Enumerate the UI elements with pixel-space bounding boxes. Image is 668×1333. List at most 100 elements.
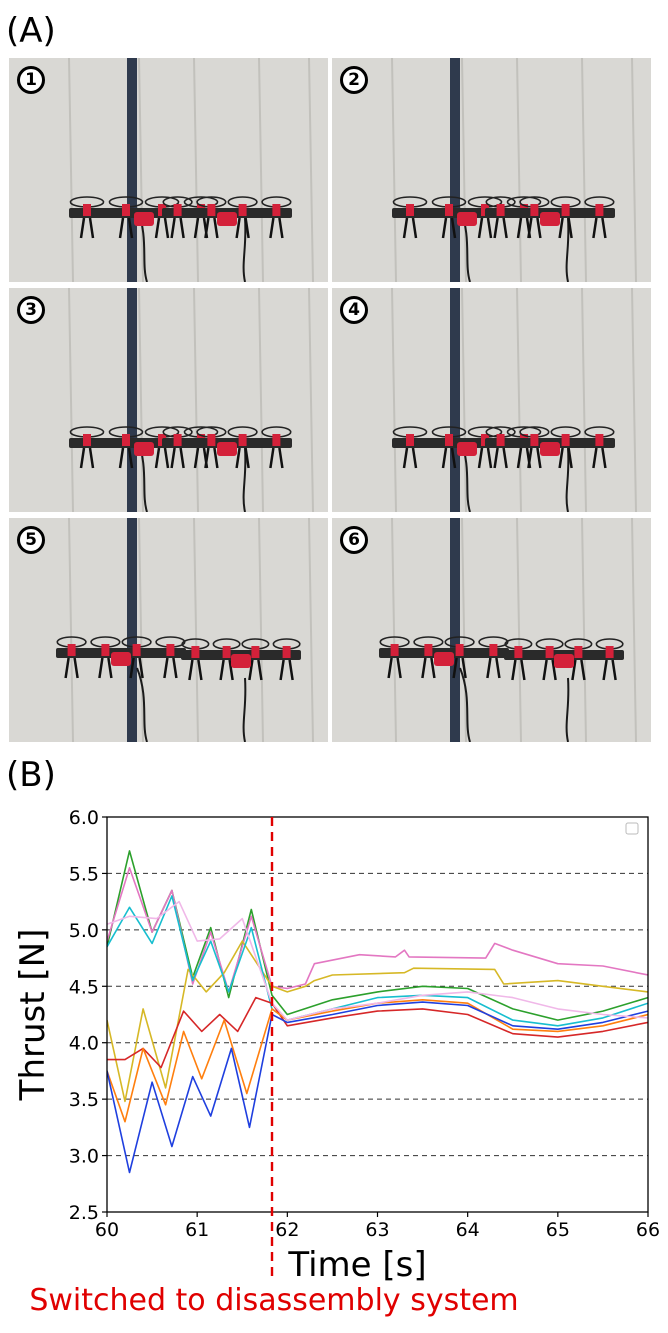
landing-leg bbox=[127, 217, 134, 239]
landing-leg bbox=[213, 217, 219, 239]
x-tick-label: 63 bbox=[365, 1219, 389, 1241]
landing-leg bbox=[430, 657, 436, 679]
wall-panel-seam bbox=[516, 518, 522, 742]
landing-leg bbox=[402, 217, 409, 239]
x-tick-label: 65 bbox=[546, 1219, 570, 1241]
y-tick-label: 4.0 bbox=[69, 1033, 99, 1055]
landing-leg bbox=[502, 217, 508, 239]
motor-mount bbox=[132, 644, 141, 656]
landing-leg bbox=[477, 217, 484, 239]
landing-leg bbox=[527, 217, 533, 239]
wall-panel-seam bbox=[138, 288, 144, 512]
drone-body bbox=[231, 654, 251, 668]
landing-leg bbox=[396, 657, 402, 679]
landing-leg bbox=[441, 217, 448, 239]
landing-leg bbox=[452, 657, 458, 679]
landing-leg bbox=[204, 447, 210, 469]
landing-leg bbox=[188, 659, 194, 681]
x-axis-label: Time [s] bbox=[287, 1245, 426, 1285]
motor-mount bbox=[282, 646, 291, 658]
tether-cable bbox=[242, 217, 247, 282]
landing-leg bbox=[193, 447, 200, 469]
landing-leg bbox=[170, 217, 176, 239]
drone-body bbox=[434, 652, 454, 666]
landing-leg bbox=[411, 447, 418, 469]
motor-mount bbox=[207, 434, 216, 446]
landing-leg bbox=[88, 447, 95, 469]
landing-leg bbox=[213, 447, 219, 469]
drone-photo-1 bbox=[9, 58, 328, 282]
motor-mount bbox=[406, 204, 414, 216]
wall-panel-seam bbox=[308, 58, 314, 282]
wall-background bbox=[9, 288, 328, 512]
landing-leg bbox=[567, 217, 573, 239]
landing-leg bbox=[73, 657, 79, 679]
frame-badge-6: 6 bbox=[340, 526, 368, 554]
series-line-4 bbox=[107, 895, 648, 1027]
wall-panel-seam bbox=[193, 518, 199, 742]
tether-cable bbox=[565, 447, 570, 512]
wall-panel-seam bbox=[138, 58, 144, 282]
motor-mount bbox=[574, 646, 583, 658]
landing-leg bbox=[511, 659, 517, 681]
landing-leg bbox=[461, 657, 467, 679]
landing-leg bbox=[154, 447, 161, 469]
frame-badge-5: 5 bbox=[17, 526, 45, 554]
landing-leg bbox=[219, 659, 225, 681]
wall-panel-seam bbox=[258, 518, 264, 742]
landing-leg bbox=[486, 447, 493, 469]
wall-background bbox=[9, 58, 328, 282]
drone-body bbox=[540, 212, 560, 226]
landing-leg bbox=[154, 217, 161, 239]
wall-panel-seam bbox=[391, 518, 397, 742]
landing-leg bbox=[88, 217, 95, 239]
motor-mount bbox=[605, 646, 614, 658]
motor-mount bbox=[406, 434, 414, 446]
tether-cable bbox=[242, 447, 247, 512]
wall-panel-seam bbox=[68, 518, 74, 742]
series-line-6 bbox=[107, 999, 648, 1123]
drone-module bbox=[56, 636, 186, 679]
x-tick-label: 60 bbox=[95, 1219, 119, 1241]
wall-panel-seam bbox=[193, 58, 199, 282]
tether-cable bbox=[136, 667, 148, 742]
photo-frame-6: 6 bbox=[332, 518, 651, 742]
wall-background bbox=[332, 58, 651, 282]
motor-mount bbox=[496, 204, 505, 216]
support-pole bbox=[450, 518, 460, 742]
x-tick-label: 62 bbox=[275, 1219, 299, 1241]
landing-leg bbox=[536, 217, 542, 239]
landing-leg bbox=[197, 659, 203, 681]
wall-panel-seam bbox=[68, 58, 74, 282]
drone-body bbox=[457, 212, 477, 226]
series-line-3 bbox=[107, 940, 648, 1103]
landing-leg bbox=[516, 217, 523, 239]
wall-panel-seam bbox=[308, 288, 314, 512]
wall-panel-seam bbox=[391, 288, 397, 512]
landing-leg bbox=[611, 659, 617, 681]
motor-mount bbox=[101, 644, 110, 656]
support-pole bbox=[127, 58, 137, 282]
panel-a-label: (A) bbox=[6, 11, 56, 51]
wall-panel-seam bbox=[581, 518, 587, 742]
motor-mount bbox=[496, 434, 505, 446]
motor-mount bbox=[530, 204, 539, 216]
drone-body bbox=[217, 212, 237, 226]
wall-background bbox=[332, 288, 651, 512]
landing-leg bbox=[235, 447, 241, 469]
landing-leg bbox=[118, 447, 125, 469]
tether-cable bbox=[565, 217, 570, 282]
landing-leg bbox=[244, 217, 250, 239]
motor-mount bbox=[445, 434, 453, 446]
wall-panel-seam bbox=[258, 288, 264, 512]
landing-leg bbox=[244, 447, 250, 469]
landing-leg bbox=[248, 659, 254, 681]
wall-panel-seam bbox=[138, 518, 144, 742]
motor-mount bbox=[122, 204, 130, 216]
motor-mount bbox=[595, 204, 604, 216]
motor-mount bbox=[272, 434, 281, 446]
motor-mount bbox=[222, 646, 231, 658]
y-tick-label: 3.5 bbox=[69, 1089, 99, 1111]
motor-mount bbox=[561, 434, 570, 446]
wall-panel-seam bbox=[461, 518, 467, 742]
